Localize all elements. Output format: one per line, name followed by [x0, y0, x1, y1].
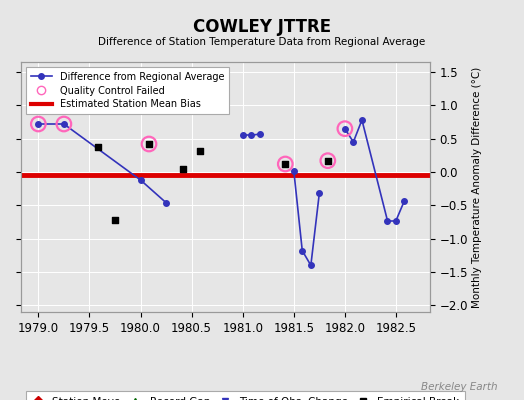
Point: [94, 144, 102, 150]
Point: [349, 139, 357, 145]
Point: [247, 132, 255, 138]
Point: [341, 126, 349, 132]
Point: [34, 121, 42, 127]
Point: [298, 248, 307, 254]
Text: Berkeley Earth: Berkeley Earth: [421, 382, 498, 392]
Point: [281, 161, 289, 167]
Point: [400, 198, 409, 204]
Legend: Station Move, Record Gap, Time of Obs. Change, Empirical Break: Station Move, Record Gap, Time of Obs. C…: [26, 391, 465, 400]
Text: COWLEY JTTRE: COWLEY JTTRE: [193, 18, 331, 36]
Point: [307, 262, 315, 268]
Point: [341, 126, 349, 132]
Point: [60, 121, 68, 127]
Point: [392, 218, 400, 224]
Point: [290, 168, 298, 174]
Point: [358, 117, 366, 123]
Point: [179, 166, 187, 172]
Point: [145, 141, 153, 147]
Point: [324, 158, 332, 164]
Point: [315, 190, 323, 196]
Point: [256, 131, 264, 137]
Point: [238, 132, 247, 138]
Point: [111, 217, 119, 223]
Y-axis label: Monthly Temperature Anomaly Difference (°C): Monthly Temperature Anomaly Difference (…: [472, 66, 482, 308]
Point: [34, 121, 42, 127]
Point: [196, 148, 204, 154]
Point: [281, 161, 289, 167]
Point: [145, 141, 153, 147]
Point: [60, 121, 68, 127]
Point: [162, 200, 170, 206]
Point: [324, 158, 332, 164]
Point: [136, 177, 145, 183]
Text: Difference of Station Temperature Data from Regional Average: Difference of Station Temperature Data f…: [99, 37, 425, 47]
Point: [383, 218, 391, 224]
